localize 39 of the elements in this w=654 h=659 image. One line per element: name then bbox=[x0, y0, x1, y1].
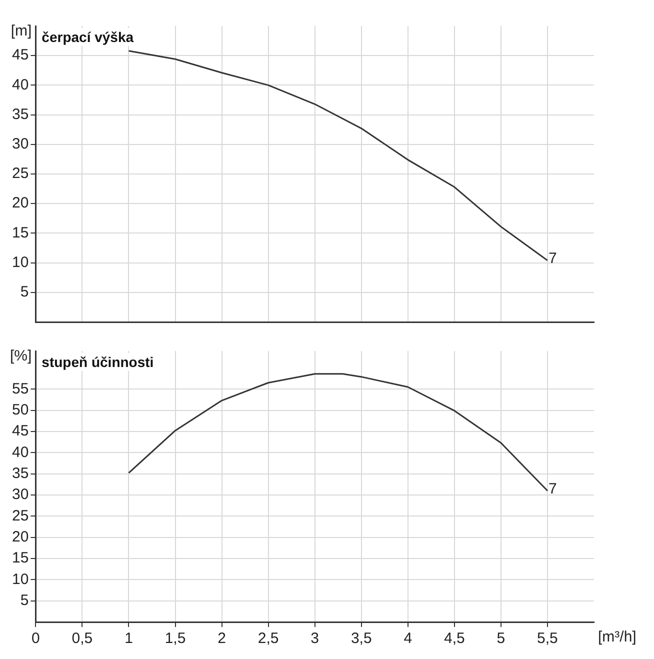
y-tick-label: 5 bbox=[20, 592, 29, 609]
annotation: 7 bbox=[548, 250, 557, 268]
x-tick-label: 1 bbox=[124, 630, 133, 648]
x-tick-label: 0,5 bbox=[72, 630, 93, 648]
x-tick-label: 2 bbox=[218, 630, 226, 648]
y-axis-title: [%] bbox=[10, 348, 32, 365]
y-tick-label: 25 bbox=[12, 507, 29, 524]
y-tick-label: 55 bbox=[12, 380, 29, 398]
y-tick-label: 30 bbox=[12, 486, 29, 504]
x-tick-label: 5,5 bbox=[537, 630, 558, 648]
x-tick-label: 5 bbox=[496, 630, 506, 648]
y-tick-label: 5 bbox=[20, 284, 29, 301]
x-tick-label: 1,5 bbox=[164, 630, 186, 648]
chart-title: stupeň účinnosti bbox=[42, 354, 154, 370]
y-tick-label: 45 bbox=[12, 422, 29, 440]
y-tick-label: 35 bbox=[12, 464, 29, 482]
x-tick-label: 4 bbox=[404, 630, 412, 648]
x-tick-label: 0 bbox=[32, 630, 40, 648]
x-tick-label: 3 bbox=[310, 630, 320, 648]
annotation: 7 bbox=[548, 480, 557, 498]
y-tick-label: 40 bbox=[12, 444, 29, 461]
x-axis-title: [m³/h] bbox=[598, 628, 636, 646]
x-tick-label: 4,5 bbox=[444, 630, 465, 648]
y-tick-label: 15 bbox=[12, 550, 29, 567]
y-tick-label: 50 bbox=[12, 401, 29, 418]
y-tick-label: 15 bbox=[12, 224, 29, 242]
y-axis-title: [m] bbox=[10, 22, 32, 40]
y-tick-label: 45 bbox=[12, 46, 29, 64]
y-tick-label: 35 bbox=[12, 106, 29, 123]
y-tick-label: 30 bbox=[12, 136, 29, 153]
y-tick-label: 25 bbox=[12, 165, 29, 182]
y-tick-label: 40 bbox=[12, 76, 29, 94]
x-tick-label: 2,5 bbox=[258, 630, 279, 648]
y-tick-label: 10 bbox=[12, 570, 29, 588]
x-tick-label: 3,5 bbox=[350, 630, 372, 648]
y-tick-label: 20 bbox=[12, 194, 29, 212]
y-tick-label: 10 bbox=[12, 254, 29, 271]
chart-title: čerpací výška bbox=[42, 28, 134, 45]
y-tick-label: 20 bbox=[12, 528, 29, 546]
